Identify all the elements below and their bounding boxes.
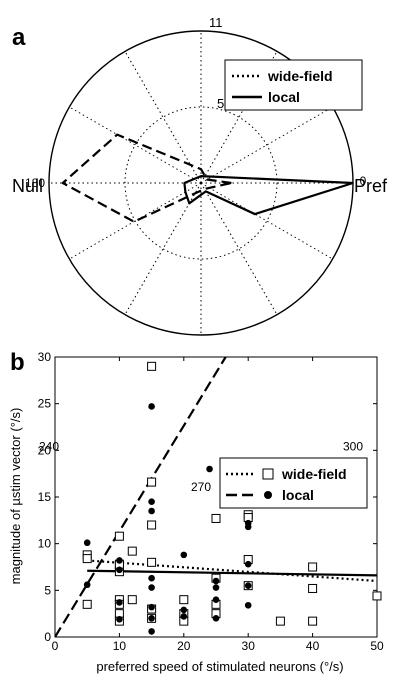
data-point-local [148, 628, 155, 635]
data-point-local [244, 560, 252, 568]
data-point-local [206, 465, 213, 473]
null-annotation: Null [12, 176, 43, 196]
y-axis-label: magnitude of µstim vector (°/s) [8, 408, 23, 585]
x-tick-label: 0 [52, 639, 59, 653]
y-tick-label: 5 [44, 583, 51, 597]
polar-legend-box [224, 59, 363, 111]
x-tick-label: 30 [242, 639, 256, 653]
data-point-wide-field [147, 477, 157, 487]
polar-angle-tick-label: 300 [343, 439, 363, 453]
data-point-local [180, 551, 188, 559]
fit-line-wide-field-dotted [87, 559, 377, 583]
data-point-local [212, 596, 220, 603]
scatter-legend-marker-local [264, 491, 272, 499]
data-point-wide-field [127, 595, 137, 605]
data-point-wide-field [372, 591, 382, 601]
x-axis-label: preferred speed of stimulated neurons (°… [96, 659, 343, 674]
polar-legend-label-local: local [268, 89, 300, 105]
data-point-wide-field [179, 595, 189, 605]
data-point-local [148, 584, 155, 591]
data-point-wide-field [308, 562, 318, 572]
x-tick-label: 40 [306, 639, 320, 653]
panel-a-label: a [12, 24, 26, 51]
data-point-wide-field [308, 583, 318, 593]
pref-annotation: Pref [354, 176, 388, 196]
x-tick-label: 50 [370, 639, 384, 653]
polar-legend: wide-field local [224, 59, 363, 111]
polar-spoke-330 [200, 182, 333, 260]
scatter-chart: 0 10 20 30 40 50 0 5 10 15 20 25 30 [38, 350, 384, 653]
polar-spoke-210 [69, 182, 202, 260]
polar-spoke-300 [200, 182, 278, 315]
data-point-local [148, 603, 155, 611]
data-point-local [180, 606, 188, 614]
panel-b-label: b [10, 349, 25, 376]
data-point-local [212, 584, 220, 591]
data-point-local [83, 581, 91, 589]
x-tick-label: 20 [177, 639, 191, 653]
data-point-wide-field [211, 513, 221, 523]
data-point-local [116, 557, 123, 564]
polar-angle-tick-label: 270 [191, 480, 211, 494]
y-tick-label: 10 [38, 537, 52, 551]
data-point-local [83, 539, 91, 547]
polar-radial-tick-label: 11 [209, 15, 223, 30]
polar-ring-0 [124, 106, 278, 260]
data-point-local [148, 403, 155, 410]
data-point-local [116, 615, 123, 623]
polar-series-solid [183, 175, 354, 216]
y-tick-label: 25 [38, 397, 52, 411]
data-point-wide-field [275, 616, 285, 626]
scatter-legend-marker-wide-field [262, 468, 274, 480]
scatter-legend-label-wide-field: wide-field [281, 466, 347, 482]
data-point-wide-field [147, 520, 157, 530]
y-tick-label: 15 [38, 490, 52, 504]
data-point-local [148, 574, 155, 582]
polar-spoke-150 [69, 106, 202, 184]
data-point-wide-field [127, 546, 137, 556]
polar-spoke-120 [124, 51, 202, 184]
fit-line-local-solid [87, 569, 377, 577]
data-point-local [116, 566, 123, 574]
data-point-local [244, 523, 252, 531]
data-point-local [244, 582, 252, 589]
data-point-wide-field [308, 616, 318, 626]
data-point-local [212, 577, 220, 585]
data-point-wide-field [114, 531, 124, 541]
x-tick-label: 10 [113, 639, 127, 653]
data-point-local [212, 615, 220, 622]
data-point-wide-field [147, 557, 157, 567]
polar-spoke-240 [124, 182, 202, 315]
fit-line-reference-dashed [55, 357, 227, 637]
data-point-local [148, 507, 155, 515]
polar-angle-tick-label: 240 [39, 439, 59, 453]
y-tick-label: 20 [38, 443, 52, 457]
data-point-local [148, 615, 155, 622]
polar-legend-label-wide-field: wide-field [267, 68, 333, 84]
polar-angle-tick-label: 180 [25, 176, 45, 190]
scatter-legend-label-local: local [282, 487, 314, 503]
data-point-wide-field [147, 361, 157, 371]
data-point-local [116, 599, 123, 606]
polar-chart: 5.51106090120150210240270300330180 [25, 15, 367, 494]
data-point-wide-field [82, 599, 92, 609]
scatter-legend-box [219, 457, 368, 509]
polar-series-dashed [61, 133, 232, 223]
polar-angle-tick-label: 0 [360, 174, 367, 188]
data-point-local [180, 613, 188, 620]
data-point-wide-field [82, 554, 92, 564]
y-tick-label: 0 [44, 630, 51, 644]
scatter-legend: wide-field local [219, 457, 368, 509]
polar-spoke-30 [200, 106, 333, 184]
data-point-local [148, 498, 155, 505]
y-tick-label: 30 [38, 350, 52, 364]
data-point-local [244, 601, 252, 609]
